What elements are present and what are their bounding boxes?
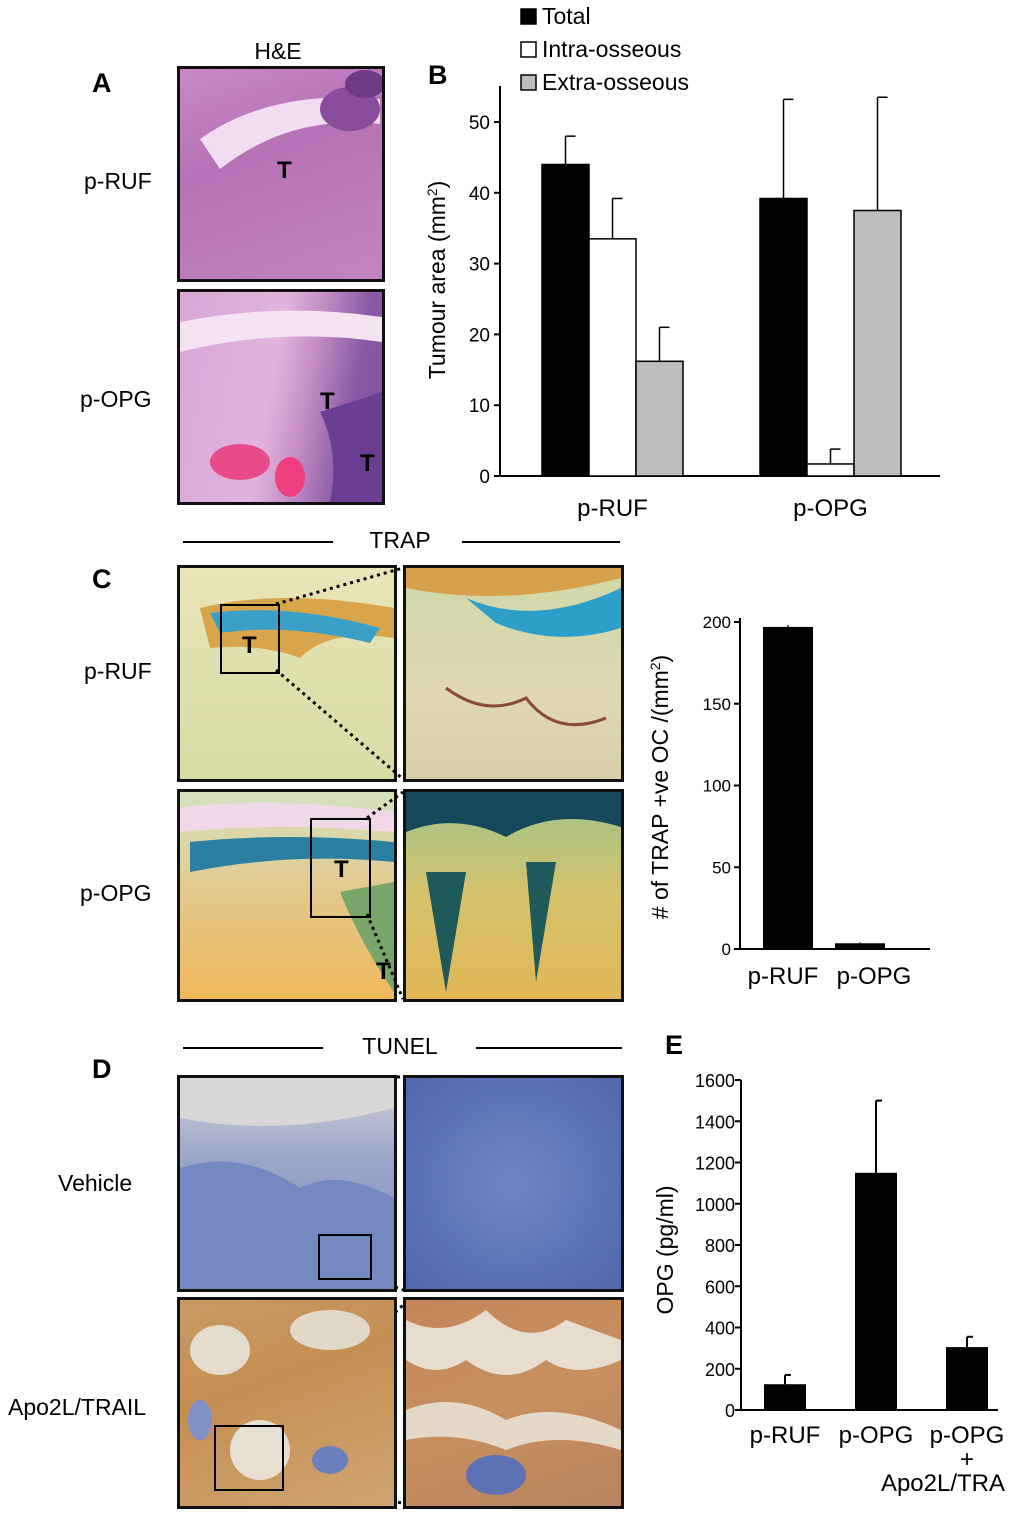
legend-entry: Intra-osseous bbox=[542, 36, 681, 62]
y-tick-label: 400 bbox=[705, 1319, 735, 1339]
x-tick-label: p-RUF bbox=[750, 1422, 821, 1449]
micrograph-tunel-trail bbox=[177, 1297, 397, 1509]
bar bbox=[835, 943, 885, 949]
panel-letter-c: C bbox=[92, 564, 112, 594]
chart-opg: 0 200 400 600 800 1000 1200 1400 1600 OPG (pg/ml)… bbox=[652, 1071, 1005, 1497]
bar bbox=[759, 197, 808, 477]
bar bbox=[853, 209, 902, 477]
tumour-marker: T bbox=[360, 450, 375, 477]
row-label-c-1: p-RUF bbox=[84, 658, 152, 684]
zoom-inset-box bbox=[310, 818, 371, 918]
y-tick-label: 0 bbox=[479, 467, 490, 488]
legend-entry: Total bbox=[542, 3, 591, 29]
y-tick-label: 200 bbox=[705, 1360, 735, 1380]
stain-title-he: H&E bbox=[254, 38, 302, 64]
y-tick-label: 0 bbox=[725, 1401, 735, 1421]
micrograph-tunel-trail-zoom bbox=[403, 1297, 624, 1509]
section-rule-right bbox=[462, 541, 620, 543]
bar bbox=[588, 238, 637, 477]
zoom-inset-box bbox=[318, 1234, 372, 1280]
legend-entry: Extra-osseous bbox=[542, 69, 689, 95]
y-tick-label: 20 bbox=[469, 325, 490, 346]
panel-letter-d: D bbox=[92, 1054, 112, 1084]
micrograph-tunel-vehicle-zoom bbox=[403, 1075, 624, 1292]
chart-tumour-area: Total Intra-osseous Extra-osseous 0 10 20 30 40… bbox=[424, 3, 940, 522]
he-popg-texture bbox=[180, 310, 382, 502]
chart-trap-oc: 0 50 100 150 200 # of TRAP +ve OC /(mm2) p-RUF… bbox=[647, 613, 930, 990]
y-tick-label: 50 bbox=[712, 858, 731, 877]
legend-swatch bbox=[520, 8, 537, 25]
section-rule-right bbox=[476, 1047, 622, 1049]
section-rule-left bbox=[183, 541, 333, 543]
micrograph-tunel-vehicle bbox=[177, 1075, 397, 1292]
x-tick-label: p-OPG bbox=[837, 963, 912, 990]
he-pruf-texture bbox=[200, 70, 382, 169]
section-title-tunel: TUNEL bbox=[362, 1033, 438, 1059]
y-axis-label: Tumour area (mm2) bbox=[424, 181, 450, 380]
tumour-marker: T bbox=[242, 632, 257, 659]
panel-letter-e: E bbox=[665, 1030, 684, 1060]
bar bbox=[763, 626, 813, 949]
zoom-inset-box bbox=[220, 604, 280, 674]
section-rule-left bbox=[183, 1047, 323, 1049]
section-title-trap: TRAP bbox=[369, 527, 431, 553]
x-tick-label: p-OPG bbox=[793, 495, 868, 522]
x-tick-label: p-OPG bbox=[839, 1422, 914, 1449]
x-tick-label: p-OPG bbox=[930, 1422, 1005, 1449]
bar bbox=[855, 1172, 897, 1410]
y-axis-label: # of TRAP +ve OC /(mm2) bbox=[647, 655, 673, 919]
tumour-marker: T bbox=[376, 958, 391, 985]
bar bbox=[635, 360, 684, 477]
y-tick-label: 0 bbox=[722, 940, 731, 959]
y-tick-label: 40 bbox=[469, 184, 490, 205]
row-label-a-1: p-RUF bbox=[84, 168, 152, 194]
micrograph-he-popg: T T bbox=[177, 289, 385, 505]
y-tick-label: 1400 bbox=[695, 1112, 735, 1132]
bar bbox=[946, 1347, 988, 1410]
x-tick-label: p-RUF bbox=[577, 495, 648, 522]
row-label-a-2: p-OPG bbox=[80, 386, 152, 412]
legend-swatch bbox=[520, 74, 537, 91]
tumour-marker: T bbox=[277, 157, 292, 184]
x-tick-label: Apo2L/TRAIL bbox=[881, 1470, 1005, 1497]
y-tick-label: 30 bbox=[469, 255, 490, 276]
row-label-c-2: p-OPG bbox=[80, 880, 152, 906]
y-tick-label: 10 bbox=[469, 396, 490, 417]
y-tick-label: 200 bbox=[703, 613, 731, 632]
panel-letter-b: B bbox=[428, 60, 448, 90]
tumour-marker: T bbox=[334, 856, 349, 883]
zoom-inset-box bbox=[214, 1425, 284, 1491]
row-label-d-2: Apo2L/TRAIL bbox=[8, 1394, 147, 1420]
bar bbox=[541, 163, 590, 477]
y-tick-label: 150 bbox=[703, 695, 731, 714]
tumour-marker: T bbox=[320, 388, 335, 415]
x-tick-label: p-RUF bbox=[748, 963, 819, 990]
bar bbox=[764, 1384, 806, 1410]
y-tick-label: 800 bbox=[705, 1236, 735, 1256]
micrograph-trap-pruf: T bbox=[177, 565, 397, 782]
micrograph-trap-popg-zoom bbox=[403, 789, 624, 1002]
y-tick-label: 1200 bbox=[695, 1154, 735, 1174]
y-axis-label: OPG (pg/ml) bbox=[652, 1185, 678, 1314]
y-tick-label: 100 bbox=[703, 777, 731, 796]
panel-letter-a: A bbox=[92, 68, 112, 98]
legend-swatch bbox=[520, 41, 537, 58]
y-tick-label: 1600 bbox=[695, 1071, 735, 1091]
y-tick-label: 1000 bbox=[695, 1195, 735, 1215]
x-tick-label: + bbox=[960, 1446, 974, 1473]
micrograph-trap-pruf-zoom bbox=[403, 565, 624, 782]
micrograph-he-pruf: T bbox=[177, 66, 385, 282]
y-tick-label: 600 bbox=[705, 1277, 735, 1297]
y-tick-label: 50 bbox=[469, 113, 490, 134]
micrograph-trap-popg: T T bbox=[177, 789, 397, 1002]
row-label-d-1: Vehicle bbox=[58, 1170, 133, 1196]
